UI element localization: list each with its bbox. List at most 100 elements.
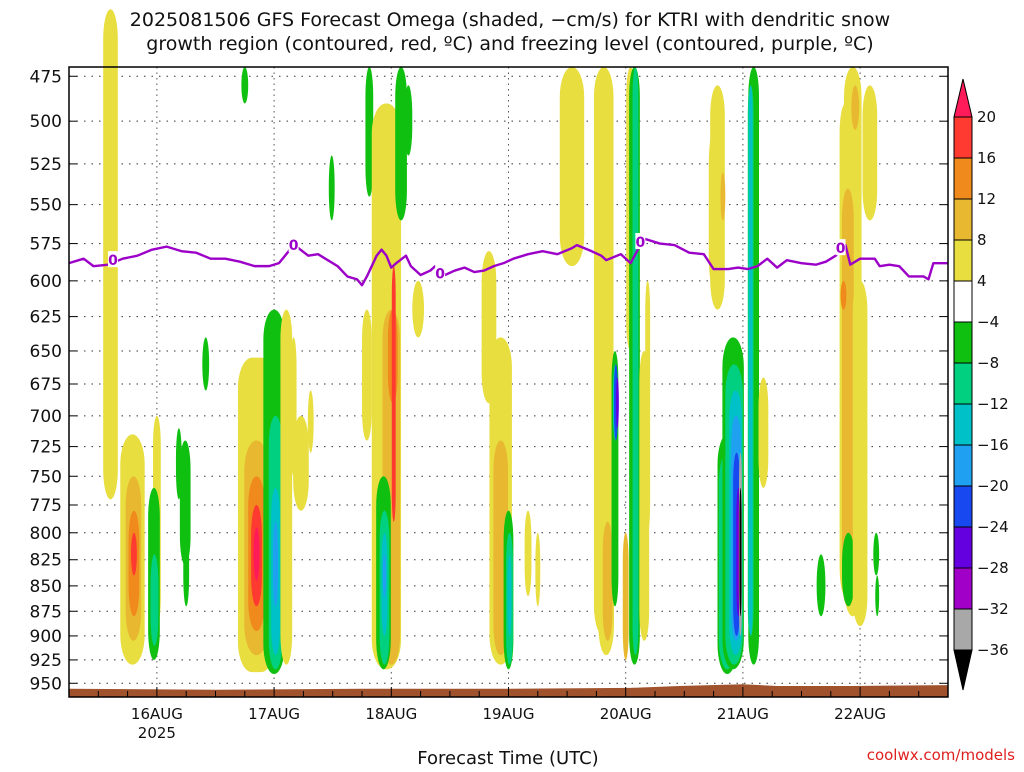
colorbar-segment-9 — [953, 444, 973, 487]
omega-shade-37 — [382, 554, 387, 597]
colorbar-label-0: 20 — [977, 108, 996, 126]
omega-shade-89 — [842, 532, 855, 607]
y-tick-label-550: 550 — [30, 196, 62, 216]
omega-shading-layer — [103, 9, 880, 675]
freezing-level-label-1: 0 — [289, 238, 299, 254]
axis-layer: 475 500 525 550 575 600 625 650 675 700 725 750 775 8… — [30, 66, 949, 742]
omega-shade-22 — [273, 521, 279, 607]
y-tick-label-675: 675 — [30, 375, 62, 395]
freezing-level-label-2: 0 — [435, 267, 445, 283]
colorbar-label-12: −32 — [977, 600, 1009, 618]
freezing-label-bg-3 — [635, 233, 646, 250]
y-tick-label-725: 725 — [30, 438, 62, 458]
y-tick-label-625: 625 — [30, 308, 62, 328]
freezing-label-bg-1 — [288, 236, 299, 253]
omega-shade-64 — [710, 85, 725, 310]
omega-shade-28 — [365, 67, 374, 197]
omega-shade-38 — [395, 67, 407, 221]
omega-shade-33 — [391, 266, 396, 522]
omega-shade-11 — [202, 337, 210, 391]
omega-shade-23 — [280, 309, 293, 665]
x-tick-sublabel-16AUG: 2025 — [138, 724, 176, 742]
omega-shade-5 — [131, 532, 137, 576]
omega-shade-83 — [758, 377, 769, 488]
colorbar-label-10: −24 — [977, 518, 1009, 536]
omega-shade-94 — [851, 85, 860, 130]
y-tick-label-850: 850 — [30, 577, 62, 597]
freezing-level-label-4: 0 — [836, 241, 846, 257]
omega-shade-59 — [632, 67, 639, 656]
omega-shade-56 — [615, 377, 619, 429]
colorbar-segment-4 — [953, 239, 973, 282]
omega-shade-40 — [412, 280, 425, 338]
colorbar-label-6: −8 — [977, 354, 999, 372]
colorbar-label-2: 12 — [977, 190, 996, 208]
y-tick-label-950: 950 — [30, 674, 62, 694]
omega-shade-39 — [404, 85, 413, 156]
colorbar-top-arrow — [953, 78, 973, 118]
omega-shade-46 — [507, 554, 512, 636]
y-tick-label-750: 750 — [30, 467, 62, 487]
colorbar: 20 16 12 8 4 −4 −8 −12 −16 −20 −24 −28 −32 −36 — [953, 78, 1009, 691]
omega-shade-47 — [524, 510, 532, 597]
colorbar-label-4: 4 — [977, 272, 987, 290]
freezing-label-bg-0 — [107, 251, 118, 268]
y-tick-label-900: 900 — [30, 627, 62, 647]
colorbar-segment-5 — [953, 280, 973, 323]
x-tick-label-20AUG: 20AUG — [600, 705, 652, 723]
y-tick-label-475: 475 — [30, 67, 62, 87]
x-tick-label-16AUG: 16AUG — [131, 705, 183, 723]
y-tick-label-600: 600 — [30, 272, 62, 292]
y-tick-label-575: 575 — [30, 235, 62, 255]
freezing-level-layer: 0 0 0 0 0 — [68, 233, 948, 287]
x-tick-label-18AUG: 18AUG — [365, 705, 417, 723]
omega-shade-65 — [720, 172, 726, 221]
colorbar-label-13: −36 — [977, 641, 1009, 659]
omega-shade-7 — [150, 554, 159, 646]
omega-shade-52 — [602, 521, 613, 641]
omega-shade-9 — [175, 428, 182, 500]
colorbar-label-8: −16 — [977, 436, 1009, 454]
colorbar-segment-1 — [953, 116, 973, 159]
credit-link[interactable]: coolwx.com/models — [867, 746, 1015, 764]
omega-shade-84 — [816, 554, 826, 617]
x-axis-label: Forecast Time (UTC) — [417, 748, 598, 768]
colorbar-label-9: −20 — [977, 477, 1009, 495]
x-tick-label-19AUG: 19AUG — [483, 705, 535, 723]
omega-shade-62 — [622, 532, 629, 660]
colorbar-segment-2 — [953, 157, 973, 200]
freezing-label-bg-2 — [435, 264, 446, 281]
y-tick-label-650: 650 — [30, 342, 62, 362]
omega-shade-79 — [739, 487, 742, 617]
x-tick-label-22AUG: 22AUG — [834, 705, 886, 723]
omega-shade-82 — [749, 85, 753, 636]
colorbar-label-1: 16 — [977, 149, 996, 167]
freezing-level-label-0: 0 — [108, 253, 118, 269]
y-tick-label-925: 925 — [30, 651, 62, 671]
freezing-level-line — [68, 237, 948, 287]
y-tick-label-825: 825 — [30, 551, 62, 571]
colorbar-segment-6 — [953, 321, 973, 364]
y-tick-label-500: 500 — [30, 112, 62, 132]
colorbar-segment-13 — [953, 608, 973, 651]
colorbar-label-11: −28 — [977, 559, 1009, 577]
omega-shade-49 — [559, 67, 585, 267]
omega-shade-26 — [307, 390, 314, 453]
colorbar-segment-10 — [953, 485, 973, 528]
freezing-level-label-3: 0 — [635, 235, 645, 251]
omega-shade-90 — [852, 280, 868, 627]
omega-shade-13 — [241, 67, 249, 104]
omega-shade-92 — [875, 575, 880, 617]
freezing-label-bg-4 — [835, 239, 846, 256]
x-tick-label-21AUG: 21AUG — [717, 705, 769, 723]
omega-shade-93 — [862, 85, 878, 221]
colorbar-segment-11 — [953, 526, 973, 569]
colorbar-segment-3 — [953, 198, 973, 241]
colorbar-segment-7 — [953, 362, 973, 405]
colorbar-segment-8 — [953, 403, 973, 446]
omega-shade-48 — [535, 532, 541, 607]
y-tick-label-775: 775 — [30, 496, 62, 516]
colorbar-bottom-arrow — [953, 649, 973, 691]
